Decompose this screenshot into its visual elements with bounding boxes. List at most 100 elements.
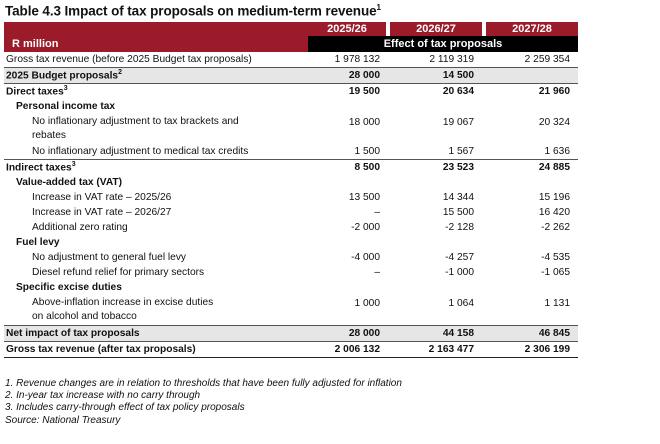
- row-label: Gross tax revenue (after tax proposals): [6, 344, 196, 355]
- cell-value: 28 000: [348, 70, 380, 81]
- footnote-marker: 3: [71, 161, 76, 169]
- cell-value: 1 500: [354, 146, 381, 157]
- table-row: Gross tax revenue (after tax proposals) …: [4, 342, 578, 358]
- note-1: 1. Revenue changes are in relation to th…: [5, 378, 402, 389]
- table-row: Additional zero rating -2 000 -2 128 -2 …: [4, 220, 578, 235]
- cell-value: -2 262: [541, 222, 570, 233]
- row-label: Above-inflation increase in excise dutie…: [4, 296, 332, 324]
- cell-value: 44 158: [442, 328, 474, 339]
- cell-value: -2 000: [351, 222, 380, 233]
- table-row: Specific excise duties: [4, 280, 578, 295]
- cell-value: -4 535: [541, 252, 570, 263]
- unit-label: R million: [12, 38, 59, 50]
- row-label-text: Direct taxes: [6, 86, 64, 98]
- effect-band-label: Effect of tax proposals: [308, 36, 578, 52]
- table-row: Direct taxes3 19 500 20 634 21 960: [4, 84, 578, 99]
- table-row: Diesel refund relief for primary sectors…: [4, 265, 578, 280]
- row-label-text: Indirect taxes: [6, 162, 72, 174]
- cell-value: 19 500: [348, 86, 380, 97]
- table-notes: 1. Revenue changes are in relation to th…: [5, 378, 402, 427]
- title-text: Table 4.3 Impact of tax proposals on med…: [5, 3, 377, 19]
- row-label: Personal income tax: [16, 101, 116, 112]
- cell-value: 2 006 132: [334, 344, 380, 355]
- table-row: No inflationary adjustment to medical ta…: [4, 144, 578, 160]
- row-label: Gross tax revenue (before 2025 Budget ta…: [6, 54, 252, 65]
- row-label: No adjustment to general fuel levy: [32, 252, 187, 263]
- year-header-2: 2026/27: [416, 23, 456, 35]
- cell-value: 13 500: [348, 192, 380, 203]
- row-label: Increase in VAT rate – 2025/26: [32, 192, 172, 203]
- row-label: No inflationary adjustment to tax bracke…: [4, 115, 332, 143]
- source-note: Source: National Treasury: [5, 414, 121, 426]
- row-label-line1: No inflationary adjustment to tax bracke…: [32, 116, 239, 127]
- cell-value: 1 000: [354, 298, 381, 309]
- cell-value: 14 344: [442, 192, 474, 203]
- cell-value: 21 960: [538, 86, 570, 97]
- cell-value: 1 567: [448, 146, 475, 157]
- table-row: No inflationary adjustment to tax bracke…: [4, 114, 578, 144]
- cell-value: 24 885: [538, 162, 570, 173]
- row-label: Fuel levy: [16, 237, 60, 248]
- table-row: Net impact of tax proposals 28 000 44 15…: [4, 326, 578, 342]
- cell-value: 15 196: [538, 192, 570, 203]
- revenue-table: 2025/26 2026/27 2027/28 R million Effect…: [4, 22, 578, 358]
- row-label-line1: Above-inflation increase in excise dutie…: [32, 297, 214, 308]
- row-label: Diesel refund relief for primary sectors: [32, 267, 205, 278]
- row-label: No inflationary adjustment to medical ta…: [32, 146, 249, 157]
- table-row: Value-added tax (VAT): [4, 175, 578, 190]
- cell-value: 23 523: [442, 162, 474, 173]
- cell-value: 19 067: [442, 117, 474, 128]
- cell-value: -2 128: [445, 222, 474, 233]
- cell-value: -1 065: [541, 267, 570, 278]
- cell-value: 20 634: [442, 86, 474, 97]
- row-label: Indirect taxes3: [4, 161, 306, 173]
- footnote-marker: 3: [63, 85, 68, 93]
- cell-value: 20 324: [538, 117, 570, 128]
- cell-value: 2 119 319: [429, 54, 474, 65]
- cell-value: 2 259 354: [524, 54, 570, 65]
- footnote-marker: 2: [118, 69, 122, 77]
- cell-value: 15 500: [442, 207, 474, 218]
- row-label: Specific excise duties: [16, 282, 122, 293]
- title-footnote-marker: 1: [376, 3, 381, 12]
- row-label: Net impact of tax proposals: [6, 328, 140, 339]
- year-header-row: 2025/26 2026/27 2027/28: [4, 22, 578, 36]
- cell-value: 18 000: [348, 117, 380, 128]
- unit-header-row: R million Effect of tax proposals: [4, 36, 578, 52]
- table-title: Table 4.3 Impact of tax proposals on med…: [5, 3, 381, 19]
- note-2: 2. In-year tax increase with no carry th…: [5, 390, 201, 402]
- note-3: 3. Includes carry-through effect of tax …: [5, 402, 245, 414]
- cell-value: 1 978 132: [334, 54, 380, 65]
- table-row: Increase in VAT rate – 2025/26 13 500 14…: [4, 190, 578, 205]
- cell-value: 28 000: [348, 328, 380, 339]
- cell-value: -4 257: [445, 252, 474, 263]
- year-header-1: 2025/26: [327, 23, 367, 35]
- table-row: Increase in VAT rate – 2026/27 – 15 500 …: [4, 205, 578, 220]
- cell-value: 14 500: [442, 70, 474, 81]
- table-row: Indirect taxes3 8 500 23 523 24 885: [4, 160, 578, 175]
- table-row: Gross tax revenue (before 2025 Budget ta…: [4, 52, 578, 68]
- row-label: Direct taxes3: [4, 85, 306, 97]
- cell-value: –: [374, 207, 380, 218]
- table-row: No adjustment to general fuel levy -4 00…: [4, 250, 578, 265]
- year-header-3: 2027/28: [512, 23, 552, 35]
- row-label-text: 2025 Budget proposals: [6, 70, 119, 82]
- cell-value: 2 306 199: [524, 344, 570, 355]
- cell-value: 16 420: [538, 207, 570, 218]
- cell-value: 1 064: [448, 298, 475, 309]
- cell-value: -4 000: [351, 252, 380, 263]
- cell-value: 1 131: [544, 298, 571, 309]
- cell-value: 46 845: [538, 328, 570, 339]
- table-row: Personal income tax: [4, 99, 578, 114]
- row-label: Increase in VAT rate – 2026/27: [32, 207, 172, 218]
- cell-value: 1 636: [544, 146, 571, 157]
- table-row: Above-inflation increase in excise dutie…: [4, 295, 578, 326]
- row-label: Additional zero rating: [32, 222, 128, 233]
- row-label-line2: on alcohol and tobacco: [32, 311, 137, 322]
- row-label-line2: rebates: [32, 130, 66, 141]
- row-label: Value-added tax (VAT): [16, 177, 123, 188]
- cell-value: 8 500: [354, 162, 381, 173]
- cell-value: –: [374, 267, 380, 278]
- table-row: 2025 Budget proposals2 28 000 14 500: [4, 68, 578, 84]
